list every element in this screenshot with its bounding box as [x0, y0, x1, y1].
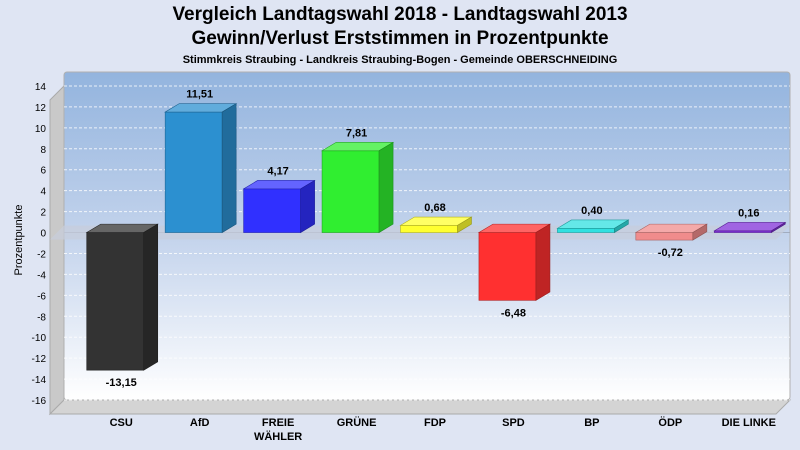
value-label: -0,72	[658, 247, 683, 259]
y-tick-label: 6	[40, 166, 46, 177]
value-labels: -13,15 11,51 4,17 7,81 0,68 -6,48 0,40 -0,72 0,1…	[106, 89, 760, 390]
y-tick-label: 2	[40, 208, 46, 219]
category-label: BP	[584, 417, 599, 429]
y-tick-label: 4	[40, 187, 46, 198]
value-label: 7,81	[346, 127, 367, 139]
y-tick-label: -12	[32, 354, 47, 365]
bar	[164, 103, 238, 234]
chart-title: Vergleich Landtagswahl 2018 - Landtagswa…	[172, 4, 628, 25]
y-tick-label: 14	[35, 82, 47, 93]
value-label: -6,48	[501, 307, 526, 319]
category-label: DIE LINKE	[722, 417, 776, 429]
y-tick-label: -4	[37, 270, 46, 281]
y-tick-label: -8	[37, 312, 46, 323]
value-label: 0,68	[424, 202, 445, 214]
bar	[634, 223, 708, 241]
value-label: 11,51	[186, 89, 213, 101]
category-label: CSU	[110, 417, 133, 429]
bar	[399, 216, 473, 234]
bar	[85, 223, 159, 371]
y-tick-label: 10	[35, 124, 47, 135]
y-axis-ticks: 14 12 10 8 6 4 2 0 -2 -4 -6 -8 -10 -12 -14 -16	[32, 82, 47, 407]
y-tick-label: -14	[32, 375, 47, 386]
bar	[320, 141, 395, 234]
y-tick-label: 8	[40, 145, 46, 156]
bar	[242, 179, 316, 234]
y-tick-label: 0	[40, 229, 46, 240]
category-label: FDP	[424, 417, 446, 429]
bars	[85, 103, 787, 371]
y-tick-label: -16	[32, 396, 47, 407]
plot-area	[48, 71, 792, 416]
x-axis-labels: CSU AfD FREIE WÄHLER GRÜNE FDP SPD BP ÖDP DIE LIN…	[110, 416, 776, 443]
y-axis-label: Prozentpunkte	[13, 205, 25, 276]
y-tick-label: -2	[37, 249, 46, 260]
category-label: FREIE WÄHLER	[254, 417, 302, 443]
value-label: 4,17	[267, 165, 288, 177]
value-label: 0,40	[581, 205, 602, 217]
category-label: AfD	[190, 417, 210, 429]
chart-title-line-2: Gewinn/Verlust Erststimmen in Prozentpun…	[191, 28, 609, 49]
y-tick-label: -10	[32, 333, 47, 344]
chart-subtitle: Stimmkreis Straubing - Landkreis Straubi…	[182, 54, 618, 66]
y-tick-label: -6	[37, 291, 46, 302]
category-label: SPD	[502, 417, 525, 429]
value-label: -13,15	[106, 377, 137, 389]
bar	[556, 219, 630, 234]
y-tick-label: 12	[35, 103, 47, 114]
bar	[477, 223, 552, 301]
value-label: 0,16	[738, 207, 759, 219]
category-label: GRÜNE	[337, 416, 377, 429]
bar	[713, 221, 787, 234]
category-label: ÖDP	[658, 416, 682, 429]
